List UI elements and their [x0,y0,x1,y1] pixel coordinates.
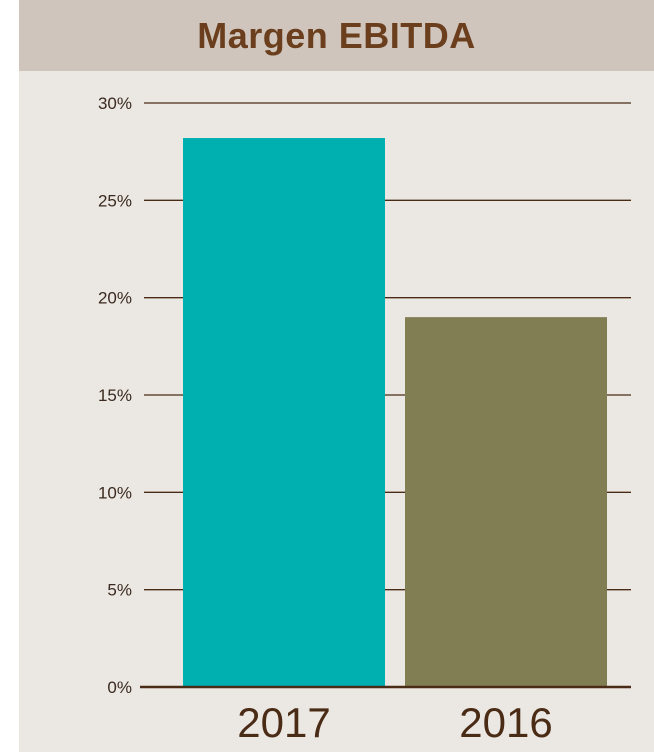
y-tick-label: 20% [98,289,132,308]
bar-2017 [183,138,385,688]
y-tick-label: 10% [98,483,132,502]
y-tick-label: 30% [98,94,132,113]
y-tick-label: 25% [98,191,132,210]
y-tick-label: 15% [98,386,132,405]
bar-2016 [405,317,607,687]
chart-title-bar: Margen EBITDA [19,0,654,71]
y-tick-label: 5% [107,581,132,600]
x-category-label: 2016 [459,699,552,746]
y-tick-label: 0% [107,678,132,697]
x-category-label: 2017 [237,699,330,746]
chart-title: Margen EBITDA [197,14,476,56]
